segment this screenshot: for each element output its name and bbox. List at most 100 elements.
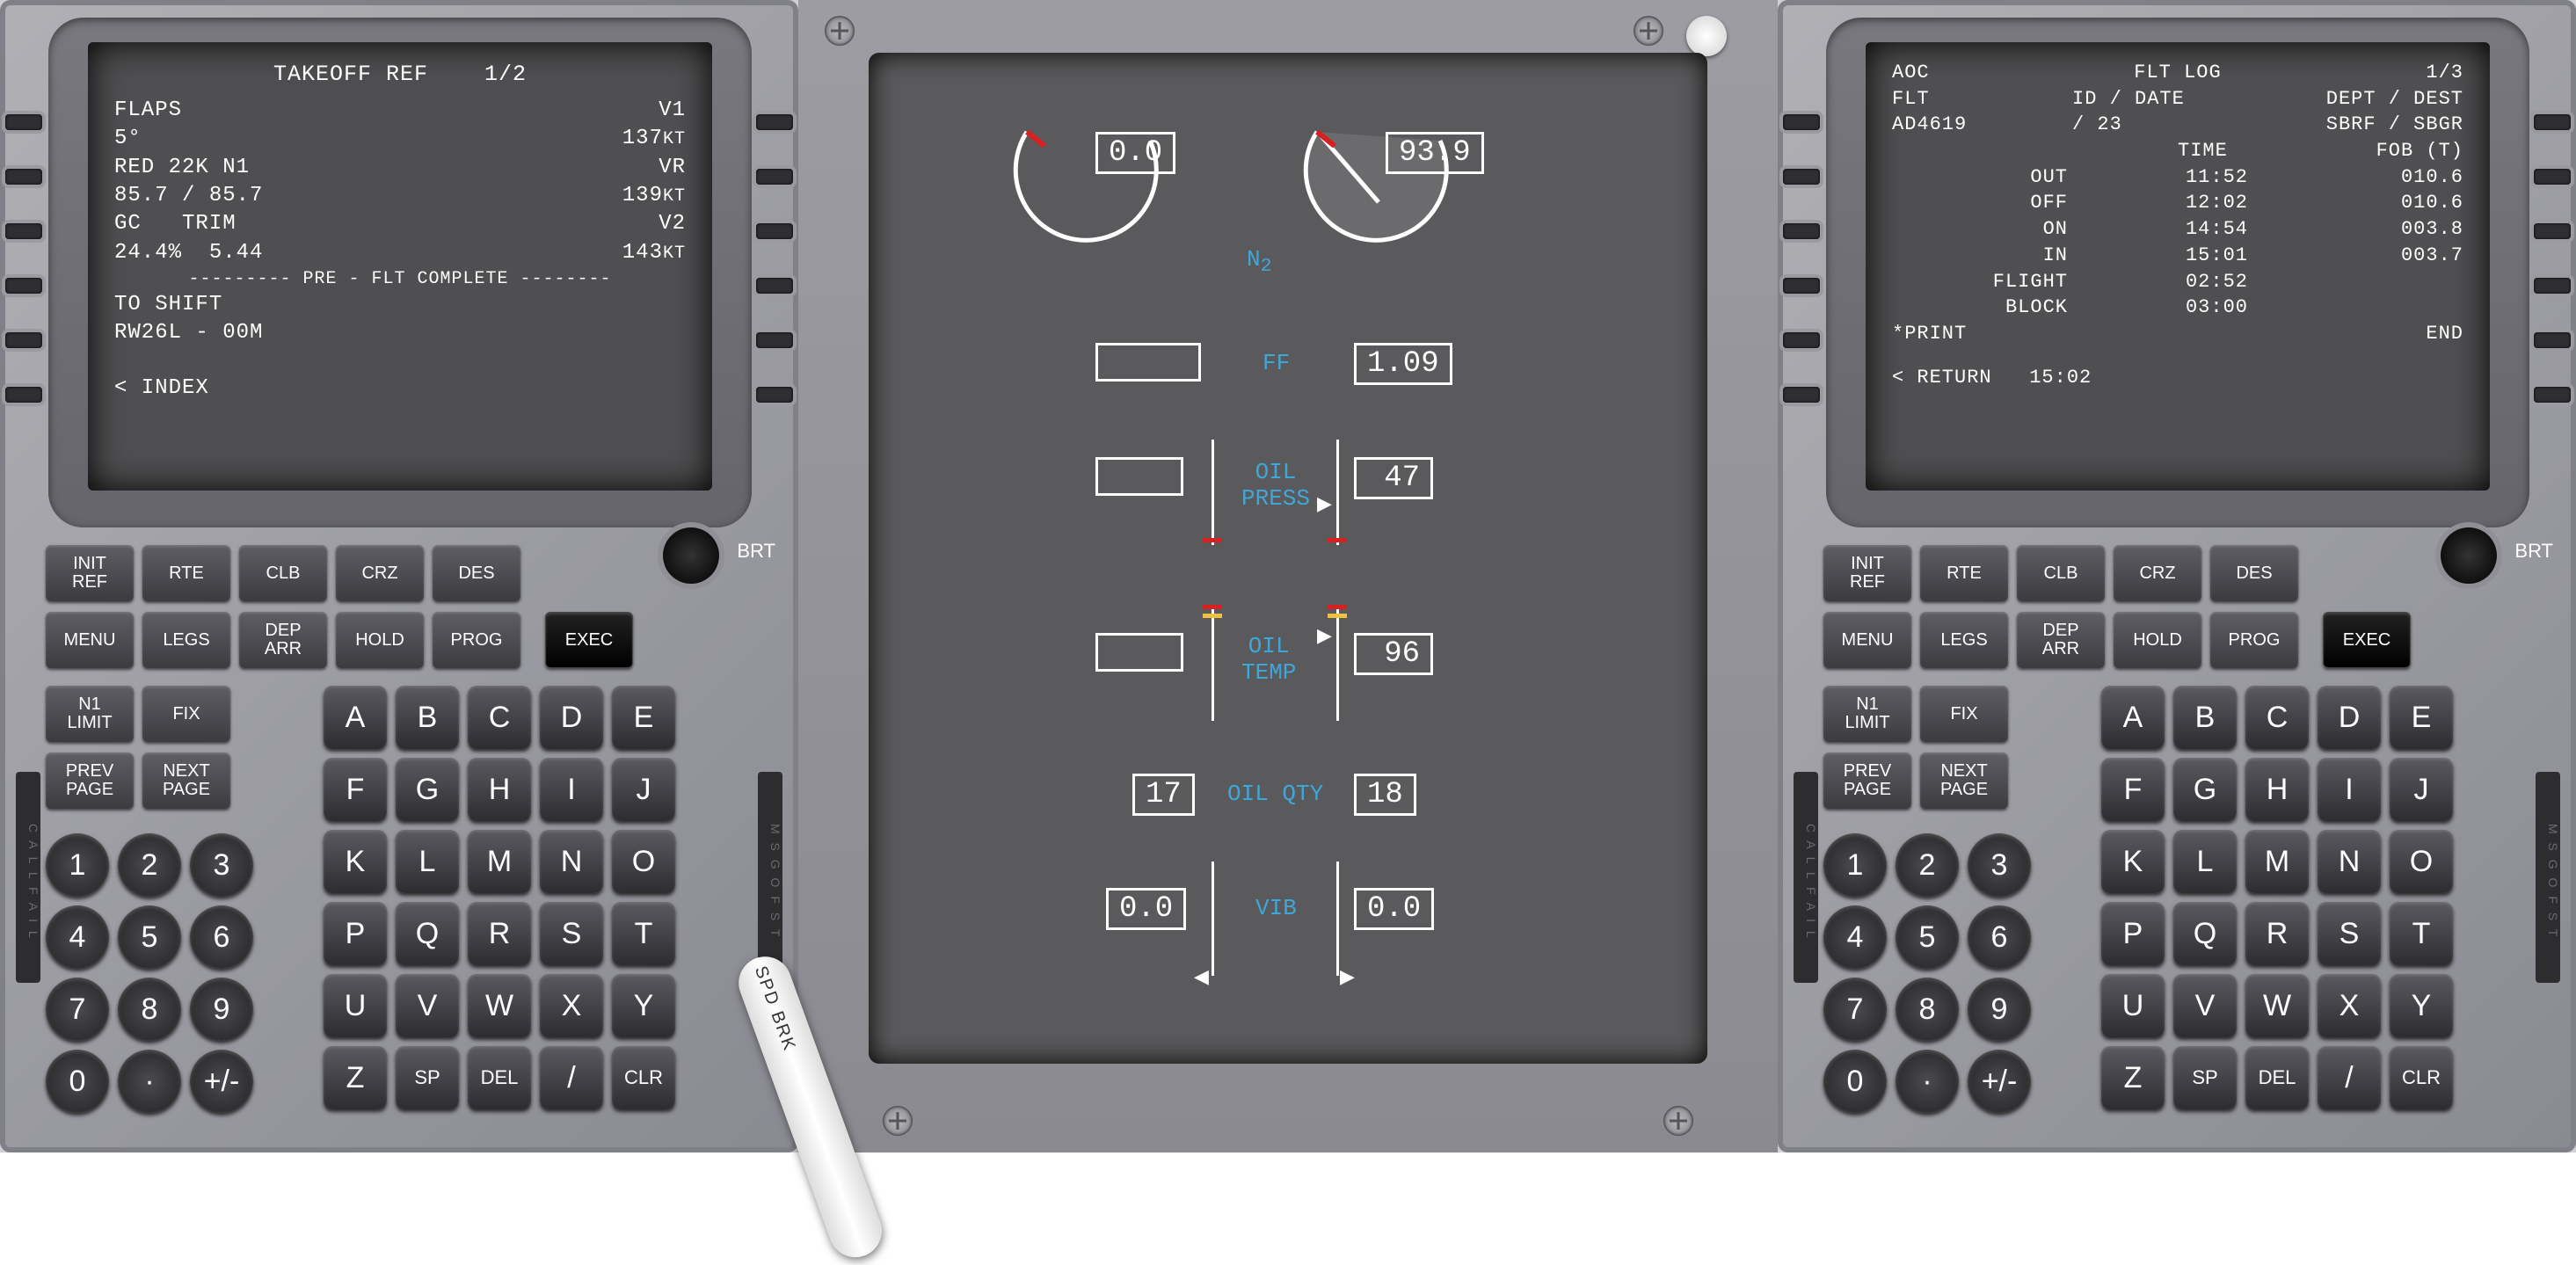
key-crz[interactable]: CRZ: [2114, 545, 2201, 601]
key-j[interactable]: J: [2390, 758, 2453, 821]
key-y[interactable]: Y: [612, 974, 675, 1037]
key-hold[interactable]: HOLD: [336, 612, 424, 668]
key-des[interactable]: DES: [433, 545, 520, 601]
key-h[interactable]: H: [468, 758, 531, 821]
key-8[interactable]: 8: [118, 978, 181, 1041]
key-exec[interactable]: EXEC: [545, 612, 633, 668]
key-prog[interactable]: PROG: [2210, 612, 2298, 668]
key-n[interactable]: N: [540, 830, 603, 893]
key-3[interactable]: 3: [190, 833, 253, 897]
key-next-page[interactable]: NEXT PAGE: [142, 752, 230, 809]
key-+/-[interactable]: +/-: [190, 1050, 253, 1113]
key-w[interactable]: W: [468, 974, 531, 1037]
key-prev-page[interactable]: PREV PAGE: [1823, 752, 1911, 809]
key-v[interactable]: V: [2173, 974, 2237, 1037]
key-rte[interactable]: RTE: [1920, 545, 2008, 601]
lsk-r6[interactable]: [2534, 387, 2571, 403]
key-n1-limit[interactable]: N1 LIMIT: [46, 686, 134, 742]
lsk-l6[interactable]: [1783, 387, 1820, 403]
key-q[interactable]: Q: [396, 902, 459, 965]
key-crz[interactable]: CRZ: [336, 545, 424, 601]
key-clr[interactable]: CLR: [2390, 1046, 2453, 1109]
key-m[interactable]: M: [468, 830, 531, 893]
key-init-ref[interactable]: INIT REF: [1823, 545, 1911, 601]
key-menu[interactable]: MENU: [1823, 612, 1911, 668]
lsk-l4[interactable]: [1783, 278, 1820, 294]
key-clr[interactable]: CLR: [612, 1046, 675, 1109]
key-4[interactable]: 4: [1823, 905, 1887, 969]
key-6[interactable]: 6: [1968, 905, 2031, 969]
key-/[interactable]: /: [2318, 1046, 2381, 1109]
key-5[interactable]: 5: [118, 905, 181, 969]
key-+/-[interactable]: +/-: [1968, 1050, 2031, 1113]
key-f[interactable]: F: [324, 758, 387, 821]
key-5[interactable]: 5: [1896, 905, 1959, 969]
key-i[interactable]: I: [540, 758, 603, 821]
key-t[interactable]: T: [2390, 902, 2453, 965]
key-des[interactable]: DES: [2210, 545, 2298, 601]
key-init-ref[interactable]: INIT REF: [46, 545, 134, 601]
lsk-l2[interactable]: [1783, 169, 1820, 185]
key-c[interactable]: C: [2245, 686, 2309, 749]
key-t[interactable]: T: [612, 902, 675, 965]
key-menu[interactable]: MENU: [46, 612, 134, 668]
key-9[interactable]: 9: [1968, 978, 2031, 1041]
lsk-l5[interactable]: [5, 332, 42, 348]
key-e[interactable]: E: [612, 686, 675, 749]
key-l[interactable]: L: [396, 830, 459, 893]
key-4[interactable]: 4: [46, 905, 109, 969]
key-fix[interactable]: FIX: [1920, 686, 2008, 742]
key-fix[interactable]: FIX: [142, 686, 230, 742]
key-a[interactable]: A: [324, 686, 387, 749]
key-v[interactable]: V: [396, 974, 459, 1037]
key-n1-limit[interactable]: N1 LIMIT: [1823, 686, 1911, 742]
key-e[interactable]: E: [2390, 686, 2453, 749]
key-z[interactable]: Z: [2101, 1046, 2165, 1109]
lsk-r5[interactable]: [756, 332, 793, 348]
key-q[interactable]: Q: [2173, 902, 2237, 965]
key-s[interactable]: S: [2318, 902, 2381, 965]
key-h[interactable]: H: [2245, 758, 2309, 821]
key-n[interactable]: N: [2318, 830, 2381, 893]
key-clb[interactable]: CLB: [2017, 545, 2105, 601]
key-/[interactable]: /: [540, 1046, 603, 1109]
key-x[interactable]: X: [540, 974, 603, 1037]
white-knob[interactable]: [1686, 16, 1727, 56]
key-·[interactable]: ·: [118, 1050, 181, 1113]
key-2[interactable]: 2: [118, 833, 181, 897]
lsk-l6[interactable]: [5, 387, 42, 403]
key-7[interactable]: 7: [1823, 978, 1887, 1041]
key-exec[interactable]: EXEC: [2323, 612, 2411, 668]
key-7[interactable]: 7: [46, 978, 109, 1041]
key-rte[interactable]: RTE: [142, 545, 230, 601]
key-g[interactable]: G: [396, 758, 459, 821]
key-z[interactable]: Z: [324, 1046, 387, 1109]
lsk-r2[interactable]: [756, 169, 793, 185]
key-f[interactable]: F: [2101, 758, 2165, 821]
key-d[interactable]: D: [540, 686, 603, 749]
key-k[interactable]: K: [2101, 830, 2165, 893]
lsk-l5[interactable]: [1783, 332, 1820, 348]
key-8[interactable]: 8: [1896, 978, 1959, 1041]
lsk-r1[interactable]: [2534, 114, 2571, 130]
lsk-r5[interactable]: [2534, 332, 2571, 348]
key-del[interactable]: DEL: [2245, 1046, 2309, 1109]
key-9[interactable]: 9: [190, 978, 253, 1041]
key-sp[interactable]: SP: [396, 1046, 459, 1109]
key-·[interactable]: ·: [1896, 1050, 1959, 1113]
key-k[interactable]: K: [324, 830, 387, 893]
key-s[interactable]: S: [540, 902, 603, 965]
key-c[interactable]: C: [468, 686, 531, 749]
lsk-r2[interactable]: [2534, 169, 2571, 185]
key-sp[interactable]: SP: [2173, 1046, 2237, 1109]
key-o[interactable]: O: [612, 830, 675, 893]
key-legs[interactable]: LEGS: [142, 612, 230, 668]
key-clb[interactable]: CLB: [239, 545, 327, 601]
key-l[interactable]: L: [2173, 830, 2237, 893]
key-dep-arr[interactable]: DEP ARR: [2017, 612, 2105, 668]
lsk-r1[interactable]: [756, 114, 793, 130]
key-1[interactable]: 1: [46, 833, 109, 897]
key-b[interactable]: B: [2173, 686, 2237, 749]
key-b[interactable]: B: [396, 686, 459, 749]
lsk-l4[interactable]: [5, 278, 42, 294]
